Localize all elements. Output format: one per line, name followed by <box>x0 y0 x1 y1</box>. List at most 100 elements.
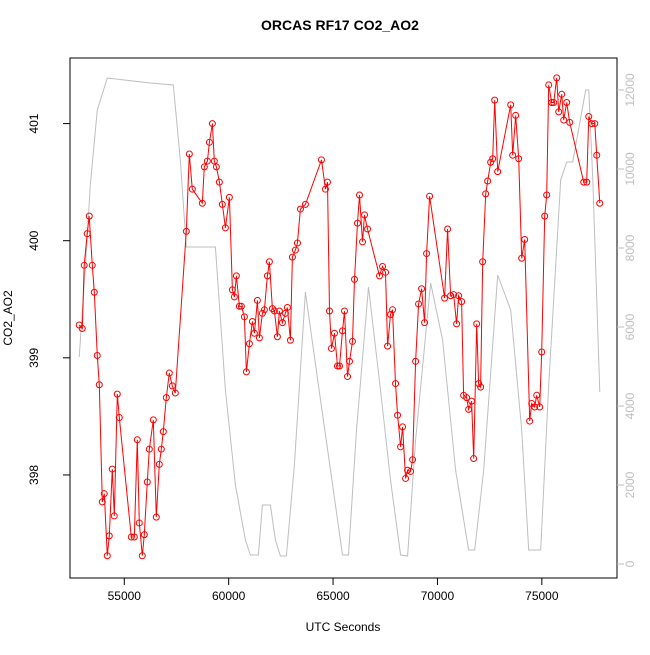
plot-frame <box>69 57 618 579</box>
data-point <box>113 390 121 398</box>
data-point <box>543 191 551 199</box>
data-point <box>583 178 591 186</box>
data-point <box>361 211 369 219</box>
data-point <box>494 168 502 176</box>
data-point <box>83 230 91 238</box>
data-point <box>221 224 229 232</box>
y2-tick-label: 6000 <box>623 313 637 340</box>
data-point <box>555 108 563 116</box>
data-point <box>135 519 143 527</box>
data-point <box>412 357 420 365</box>
y2-tick-label: 2000 <box>623 471 637 498</box>
data-point <box>215 178 223 186</box>
data-point <box>356 191 364 199</box>
data-point <box>98 498 106 506</box>
data-point <box>268 305 276 313</box>
data-point <box>394 411 402 419</box>
y2-tick-label: 8000 <box>623 234 637 261</box>
data-point <box>387 310 395 318</box>
y2-tick-label: 10000 <box>623 152 637 186</box>
x-tick-label: 55000 <box>108 589 142 603</box>
data-point <box>149 416 157 424</box>
data-point <box>270 307 278 315</box>
data-point <box>225 193 233 201</box>
data-point <box>110 512 118 520</box>
data-point <box>482 190 490 198</box>
data-point <box>473 320 481 328</box>
data-point <box>364 225 372 233</box>
data-point <box>155 460 163 468</box>
data-point <box>351 275 359 283</box>
y-tick-label: 401 <box>27 113 41 133</box>
data-point <box>397 443 405 451</box>
data-point <box>275 307 283 315</box>
data-point <box>90 288 98 296</box>
data-point <box>138 552 146 560</box>
data-point <box>250 329 258 337</box>
data-point <box>105 532 113 540</box>
data-point <box>580 178 588 186</box>
data-point <box>237 302 245 310</box>
data-point <box>301 200 309 208</box>
data-point <box>536 403 544 411</box>
data-point <box>212 163 220 171</box>
data-point <box>258 309 266 317</box>
data-point <box>165 369 173 377</box>
data-point <box>450 291 458 299</box>
data-point <box>359 238 367 246</box>
data-point <box>354 219 362 227</box>
data-point <box>330 329 338 337</box>
y2-tick-label: 4000 <box>623 392 637 419</box>
data-point <box>585 113 593 121</box>
data-point <box>157 445 165 453</box>
data-point <box>230 293 238 301</box>
data-point <box>489 155 497 163</box>
data-point <box>245 340 253 348</box>
data-point <box>487 158 495 166</box>
y-tick-label: 400 <box>27 230 41 250</box>
data-point <box>288 253 296 261</box>
data-point <box>198 199 206 207</box>
data-point <box>566 118 574 126</box>
data-point <box>255 334 263 342</box>
data-point <box>409 456 417 464</box>
data-point <box>550 99 558 107</box>
data-point <box>463 394 471 402</box>
data-point <box>379 262 387 270</box>
data-point <box>453 320 461 328</box>
data-point <box>203 157 211 165</box>
data-point <box>479 258 487 266</box>
data-point <box>402 474 410 482</box>
data-point <box>130 533 138 541</box>
data-point <box>341 307 349 315</box>
data-point <box>159 428 167 436</box>
data-point <box>444 225 452 233</box>
data-point <box>376 272 384 280</box>
data-point <box>325 307 333 315</box>
data-point <box>509 151 517 159</box>
data-point <box>133 436 141 444</box>
data-point <box>208 120 216 128</box>
data-point <box>265 258 273 266</box>
data-point <box>127 533 135 541</box>
data-point <box>100 490 108 498</box>
data-point <box>468 397 476 405</box>
data-point <box>563 99 571 107</box>
data-point <box>415 300 423 308</box>
data-point <box>518 254 526 262</box>
data-point <box>85 212 93 220</box>
data-point <box>108 465 116 473</box>
data-point <box>115 414 123 422</box>
data-point <box>423 250 431 258</box>
y2-tick-label: 0 <box>623 560 637 567</box>
data-point <box>152 513 160 521</box>
data-point <box>541 212 549 220</box>
y2-tick-label: 12000 <box>623 73 637 107</box>
data-point <box>384 342 392 350</box>
data-point <box>588 120 596 128</box>
data-point <box>418 285 426 293</box>
data-point <box>273 333 281 341</box>
data-point <box>291 246 299 254</box>
